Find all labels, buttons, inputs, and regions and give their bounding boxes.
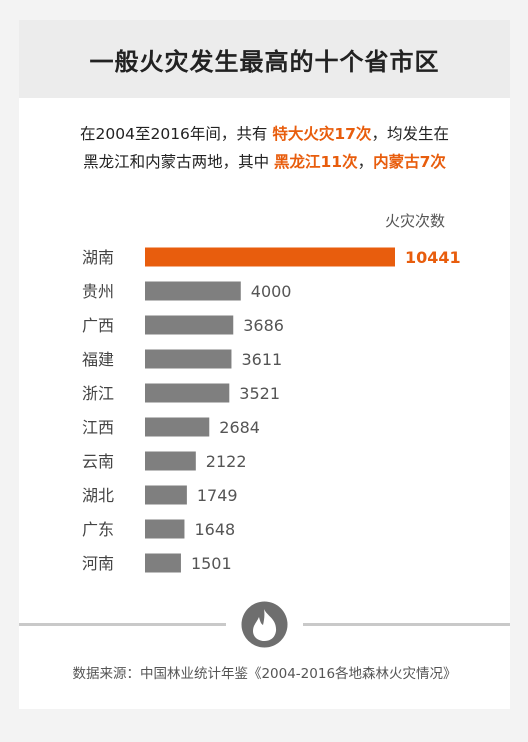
category-label: 贵州 <box>82 282 114 301</box>
infographic-card: 一般火灾发生最高的十个省市区 在2004至2016年间，共有 特大火灾17次，均… <box>19 20 510 709</box>
category-label: 云南 <box>82 452 114 471</box>
intro-line1-suffix: ，均发生在 <box>371 125 449 143</box>
bar <box>145 383 230 403</box>
page-title: 一般火灾发生最高的十个省市区 <box>89 47 440 76</box>
divider-line-left <box>19 623 226 626</box>
bar <box>145 281 241 301</box>
header-band: 一般火灾发生最高的十个省市区 <box>19 20 510 98</box>
bar <box>145 349 232 369</box>
category-label: 广东 <box>82 520 114 539</box>
intro-line-1: 在2004至2016年间，共有 特大火灾17次，均发生在 <box>19 120 510 148</box>
value-label: 1648 <box>194 520 235 539</box>
category-label: 湖北 <box>82 486 114 505</box>
flame-icon <box>241 601 288 648</box>
bar-chart: 湖南 10441 贵州 4000 广西 3686 福建 3611 浙江 3521 江西 2684 云南 2… <box>82 247 461 573</box>
intro-line2-prefix: 黑龙江和内蒙古两地，其中 <box>83 153 275 171</box>
value-label: 3611 <box>241 350 282 369</box>
value-label: 4000 <box>251 282 292 301</box>
value-label: 2684 <box>219 418 260 437</box>
bar <box>145 315 234 335</box>
bar <box>145 451 196 471</box>
category-label: 广西 <box>82 316 114 335</box>
divider-line-right <box>303 623 510 626</box>
category-label: 湖南 <box>82 248 114 267</box>
intro-highlight-total: 特大火灾17次 <box>272 125 372 143</box>
intro-highlight-heilongjiang: 黑龙江11次 <box>274 153 358 171</box>
value-label: 1749 <box>197 486 238 505</box>
value-label: 3686 <box>243 316 284 335</box>
value-label: 3521 <box>239 384 280 403</box>
intro-line-2: 黑龙江和内蒙古两地，其中 黑龙江11次，内蒙古7次 <box>19 148 510 176</box>
value-label: 2122 <box>206 452 247 471</box>
intro-line2-sep: ， <box>357 153 374 171</box>
bar <box>145 519 185 539</box>
category-label: 河南 <box>82 554 114 573</box>
source-note: 数据来源：中国林业统计年鉴《2004-2016各地森林火灾情况》 <box>72 666 457 682</box>
bar <box>145 247 395 267</box>
category-label: 江西 <box>82 418 114 437</box>
category-label: 福建 <box>82 350 114 369</box>
intro-line1-prefix: 在2004至2016年间，共有 <box>80 125 273 143</box>
value-label: 1501 <box>191 554 232 573</box>
bar <box>145 485 187 505</box>
intro-highlight-neimenggu: 内蒙古7次 <box>373 153 446 171</box>
unit-label: 火灾次数 <box>385 212 446 230</box>
category-label: 浙江 <box>82 384 114 403</box>
value-label: 10441 <box>405 248 461 267</box>
divider <box>19 601 510 648</box>
bar <box>145 417 210 437</box>
bar <box>145 553 181 573</box>
intro-text: 在2004至2016年间，共有 特大火灾17次，均发生在 黑龙江和内蒙古两地，其… <box>19 120 510 176</box>
